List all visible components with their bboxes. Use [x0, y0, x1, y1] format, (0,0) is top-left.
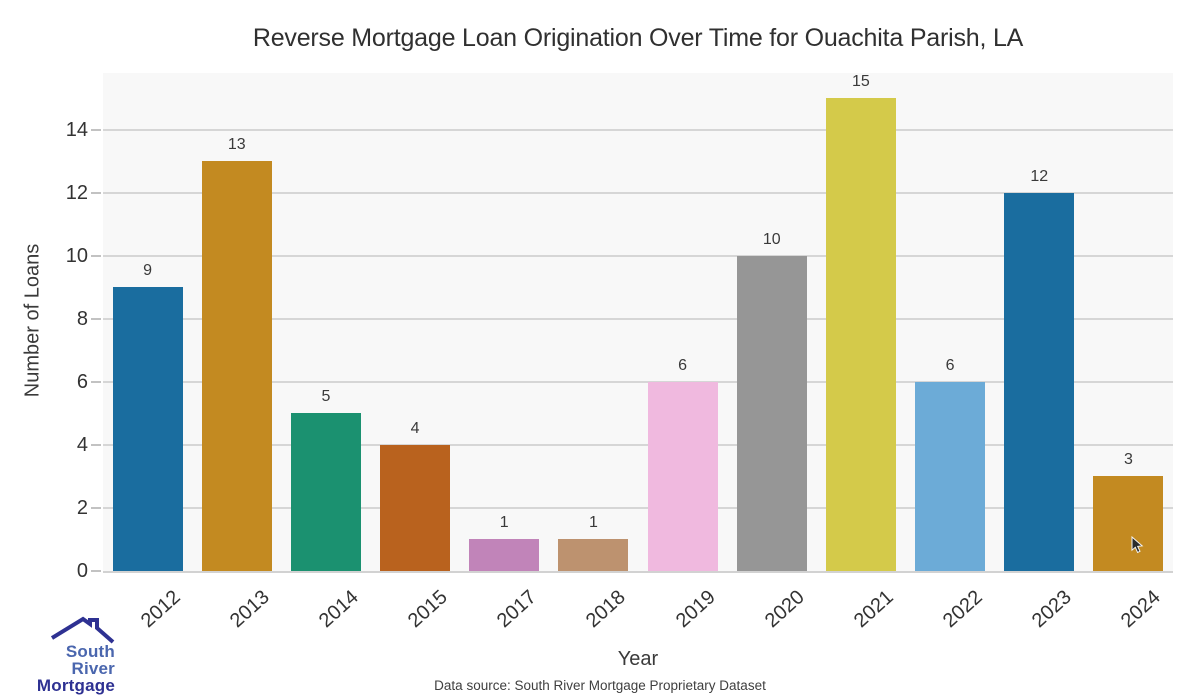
bar-2024	[1093, 476, 1164, 571]
bar-2018	[558, 539, 629, 571]
gridline-y-14	[103, 128, 1173, 131]
bar-2013	[201, 161, 272, 571]
y-tick-mark-0	[91, 570, 101, 572]
y-tick-mark-8	[91, 317, 101, 320]
logo-line2: Mortgage	[36, 676, 115, 695]
gridline-y-10	[103, 254, 1173, 257]
y-tick-label-8: 8	[76, 307, 88, 330]
bar-value-label-2022: 6	[945, 356, 955, 374]
bar-2022	[915, 381, 986, 571]
bar-value-label-2024: 3	[1123, 451, 1133, 469]
x-axis-title: Year	[617, 648, 659, 670]
gridline-y-8	[103, 317, 1173, 320]
bar-value-label-2023: 12	[1030, 167, 1049, 185]
bar-2012	[112, 287, 183, 571]
bar-2023	[1004, 192, 1075, 571]
gridline-y-6	[103, 380, 1173, 383]
bar-value-label-2014: 5	[321, 388, 331, 406]
house-roof-icon	[50, 616, 115, 644]
bar-2021	[825, 98, 896, 571]
y-axis-title: Number of Loans	[21, 243, 44, 398]
bar-value-label-2013: 13	[227, 136, 246, 154]
y-tick-label-2: 2	[76, 496, 88, 519]
y-tick-label-0: 0	[76, 560, 88, 582]
y-tick-label-4: 4	[76, 433, 88, 456]
y-tick-mark-4	[91, 443, 101, 446]
mouse-cursor-icon	[1131, 536, 1144, 554]
bar-value-label-2021: 15	[852, 73, 870, 91]
y-tick-label-14: 14	[65, 118, 88, 141]
bar-2017	[469, 539, 540, 571]
south-river-mortgage-logo: South River Mortgage	[20, 610, 115, 695]
gridline-y-12	[103, 191, 1173, 194]
bar-2014	[290, 413, 361, 571]
gridline-y-2	[103, 506, 1173, 509]
y-tick-label-12: 12	[65, 181, 88, 204]
gridline-y-4	[103, 443, 1173, 446]
y-tick-mark-2	[91, 506, 101, 509]
bar-2020	[736, 255, 807, 571]
logo-line1: South River	[65, 642, 115, 678]
bar-value-label-2020: 10	[762, 230, 781, 248]
y-axis-title-wrap: Number of Loans	[20, 222, 46, 422]
bar-2015	[380, 444, 451, 571]
bar-value-label-2019: 6	[678, 356, 688, 374]
y-tick-label-10: 10	[65, 244, 88, 267]
chart-title: Reverse Mortgage Loan Origination Over T…	[252, 24, 1024, 52]
y-tick-mark-10	[91, 254, 101, 257]
y-tick-mark-6	[91, 380, 101, 383]
bar-value-label-2017: 1	[499, 514, 509, 532]
data-source-caption: Data source: South River Mortgage Propri…	[434, 678, 766, 693]
y-tick-mark-14	[91, 128, 101, 131]
y-tick-mark-12	[91, 191, 101, 194]
bar-value-label-2018: 1	[588, 514, 598, 532]
bar-value-label-2012: 9	[143, 262, 153, 280]
y-tick-label-6: 6	[76, 370, 88, 393]
bar-value-label-2015: 4	[410, 419, 420, 437]
plot-area: 0 2 4 6 8 10 12 14 9 2012 13 2013 5 2014 4 2015 1 2017 1 20…	[66, 73, 1173, 632]
bar-2019	[647, 381, 718, 571]
